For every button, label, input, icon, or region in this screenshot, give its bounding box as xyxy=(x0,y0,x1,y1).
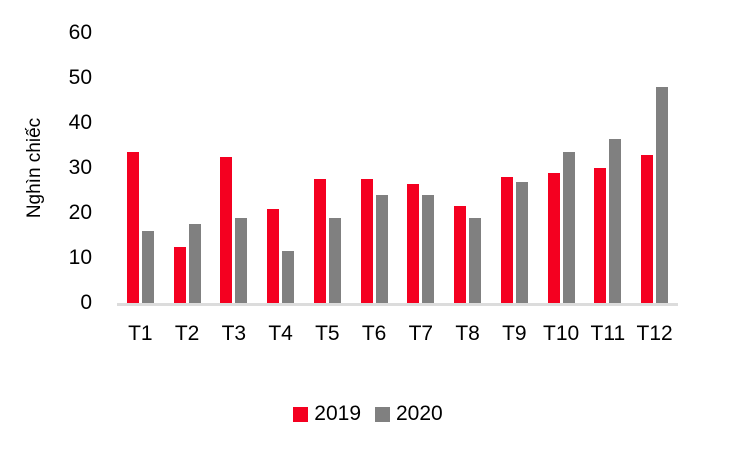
plot-area xyxy=(117,30,678,306)
bar-2019-T9 xyxy=(500,177,513,303)
bar-2019-T10 xyxy=(547,172,560,303)
bar-group-T3 xyxy=(211,30,258,303)
bar-2019-T12 xyxy=(641,154,654,303)
bar-2019-T2 xyxy=(173,246,186,303)
bar-2020-T6 xyxy=(375,195,388,303)
legend: 2019 2020 xyxy=(0,402,736,426)
bar-2020-T12 xyxy=(656,87,669,303)
x-axis-label-T3: T3 xyxy=(221,322,247,345)
y-tick-label: 60 xyxy=(68,21,92,44)
bar-group-T7 xyxy=(398,30,445,303)
legend-item-2019: 2019 xyxy=(293,402,361,426)
x-axis-label-T1: T1 xyxy=(128,322,153,345)
bar-group-T2 xyxy=(164,30,211,303)
bar-2019-T8 xyxy=(454,206,467,303)
bar-2020-T2 xyxy=(188,224,201,303)
bar-2020-T11 xyxy=(609,138,622,303)
x-axis-label-T12: T12 xyxy=(636,322,673,345)
bar-2019-T4 xyxy=(267,208,280,303)
y-tick-label: 30 xyxy=(68,156,92,179)
legend-swatch-2019 xyxy=(293,406,309,422)
bar-2020-T5 xyxy=(328,217,341,303)
y-tick-label: 50 xyxy=(68,66,92,89)
bar-2020-T4 xyxy=(282,251,295,303)
y-tick-label: 0 xyxy=(80,291,92,314)
legend-item-2020: 2020 xyxy=(375,402,443,426)
x-axis-label-T7: T7 xyxy=(408,322,434,345)
bar-group-T4 xyxy=(257,30,304,303)
bar-group-T9 xyxy=(491,30,538,303)
bar-2019-T11 xyxy=(594,168,607,303)
bar-2020-T9 xyxy=(515,181,528,303)
x-axis-label-T8: T8 xyxy=(455,322,480,345)
bar-2020-T1 xyxy=(141,231,154,303)
x-axis-label-T2: T2 xyxy=(174,322,200,345)
bar-2019-T1 xyxy=(126,152,139,303)
bar-group-T6 xyxy=(351,30,398,303)
x-axis-label-T5: T5 xyxy=(315,322,340,345)
x-axis-label-T9: T9 xyxy=(502,322,527,345)
x-axis-label-T11: T11 xyxy=(590,322,626,345)
legend-swatch-2020 xyxy=(375,406,390,422)
x-axis-label-T6: T6 xyxy=(361,322,387,345)
bar-2020-T10 xyxy=(562,152,575,303)
bar-2019-T7 xyxy=(407,183,420,303)
bar-group-T8 xyxy=(444,30,491,303)
bar-2020-T7 xyxy=(422,195,435,303)
bar-2020-T8 xyxy=(469,217,482,303)
legend-label-2019: 2019 xyxy=(314,402,361,425)
legend-label-2020: 2020 xyxy=(396,402,443,425)
bar-group-T12 xyxy=(631,30,678,303)
x-axis-label-T4: T4 xyxy=(268,322,293,345)
bar-group-T5 xyxy=(304,30,351,303)
bar-2019-T3 xyxy=(220,156,233,303)
x-axis-labels: T1 T2 T3 T4 T5 T6 T7 T8 T9 T10 T11 T12 xyxy=(117,322,678,346)
y-tick-label: 20 xyxy=(68,201,92,224)
bar-group-T1 xyxy=(117,30,164,303)
bar-group-T11 xyxy=(585,30,632,303)
bar-2019-T5 xyxy=(313,179,326,303)
bar-2020-T3 xyxy=(235,217,248,303)
y-axis-ticks: 0 10 20 30 40 50 60 xyxy=(0,0,92,468)
bar-2019-T6 xyxy=(360,179,373,303)
y-tick-label: 40 xyxy=(68,111,92,134)
y-tick-label: 10 xyxy=(68,246,92,269)
x-axis-label-T10: T10 xyxy=(543,322,580,345)
bar-group-T10 xyxy=(538,30,585,303)
